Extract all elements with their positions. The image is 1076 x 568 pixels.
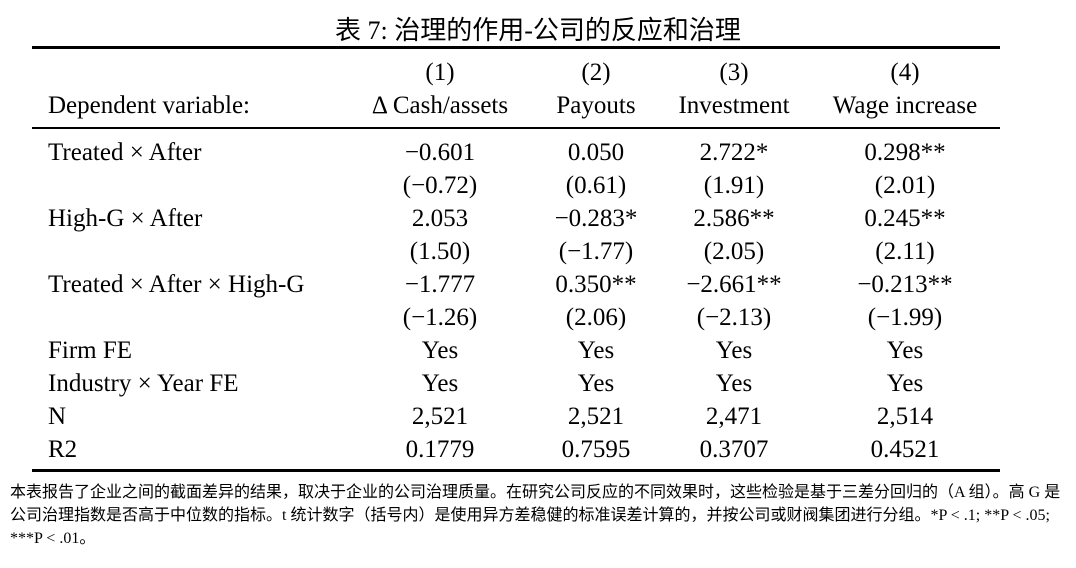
table-cell: 0.7595 <box>561 436 631 463</box>
bottom-rule <box>32 469 1000 472</box>
row-label: Firm FE <box>48 337 133 364</box>
row-label: R2 <box>48 436 78 463</box>
table-cell: Yes <box>886 370 924 397</box>
table-cell: 2.586** <box>693 205 775 232</box>
table-cell: (−2.13) <box>696 304 772 331</box>
column-number-2: (2) <box>581 59 611 86</box>
table-cell: 0.245** <box>864 205 946 232</box>
table-cell: (−1.77) <box>558 238 634 265</box>
table-cell: 2,514 <box>876 403 934 430</box>
column-header-wage-increase: Wage increase <box>832 92 978 119</box>
column-number-4: (4) <box>890 59 920 86</box>
table-cell: Yes <box>421 337 459 364</box>
table-cell: 0.3707 <box>699 436 769 463</box>
row-label: Treated × After × High-G <box>48 271 305 298</box>
table-cell: Yes <box>577 337 615 364</box>
row-label: Industry × Year FE <box>48 370 239 397</box>
column-number-1: (1) <box>425 59 455 86</box>
table-cell: −2.661** <box>686 271 782 298</box>
table-cell: −0.213** <box>857 271 953 298</box>
table-cell: (−1.99) <box>867 304 943 331</box>
table-title: 表 7: 治理的作用-公司的反应和治理 <box>335 16 741 45</box>
table-cell: 2,521 <box>411 403 469 430</box>
table-cell: Yes <box>715 337 753 364</box>
table-cell: 2.053 <box>411 205 469 232</box>
table-cell: (−1.26) <box>402 304 478 331</box>
column-header-cash-assets: Δ Cash/assets <box>371 92 509 119</box>
table-note: 本表报告了企业之间的截面差异的结果，取决于企业的公司治理质量。在研究公司反应的不… <box>10 484 1061 547</box>
header-rule <box>32 127 1000 129</box>
dependent-variable-label: Dependent variable: <box>48 92 250 119</box>
table-cell: −0.283* <box>554 205 638 232</box>
table-cell: Yes <box>421 370 459 397</box>
table-cell: 0.4521 <box>870 436 940 463</box>
table-cell: 2,471 <box>705 403 763 430</box>
table-cell: Yes <box>886 337 924 364</box>
table-cell: −0.601 <box>404 139 476 166</box>
table-cell: 0.350** <box>555 271 637 298</box>
table-cell: (2.05) <box>703 238 765 265</box>
table-cell: −1.777 <box>404 271 476 298</box>
row-label: High-G × After <box>48 205 203 232</box>
table-cell: 0.298** <box>864 139 946 166</box>
table-cell: 0.1779 <box>405 436 475 463</box>
column-number-3: (3) <box>719 59 749 86</box>
table-cell: 2.722* <box>699 139 769 166</box>
table-cell: (−0.72) <box>402 172 478 199</box>
table-cell: (1.50) <box>409 238 471 265</box>
column-header-payouts: Payouts <box>556 92 636 119</box>
row-label: Treated × After <box>48 139 202 166</box>
table-cell: (2.11) <box>875 238 935 265</box>
row-label: N <box>48 403 67 430</box>
table-cell: 0.050 <box>567 139 625 166</box>
table-cell: (0.61) <box>565 172 627 199</box>
table-cell: Yes <box>715 370 753 397</box>
table-cell: (2.06) <box>565 304 627 331</box>
top-rule <box>32 46 1000 49</box>
table-cell: Yes <box>577 370 615 397</box>
column-header-investment: Investment <box>678 92 790 119</box>
table-cell: (2.01) <box>874 172 936 199</box>
table-cell: 2,521 <box>567 403 625 430</box>
table-cell: (1.91) <box>703 172 765 199</box>
